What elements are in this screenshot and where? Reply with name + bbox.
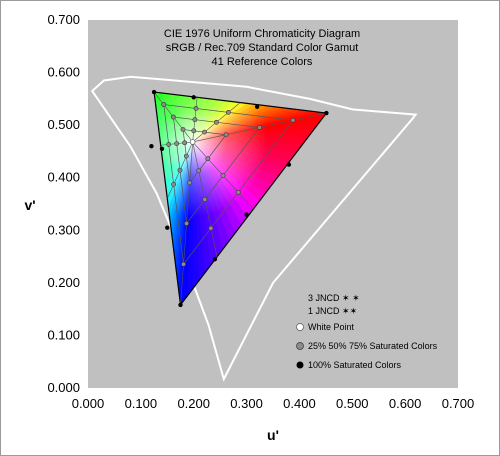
legend-3jncd: 3 JNCD ✶ ✶ [308,293,360,303]
partial-saturation-point [214,119,219,125]
legend-white-dot [296,323,304,331]
partial-saturation-point [235,189,241,195]
x-tick-label: 0.200 [177,396,210,411]
partial-saturation-point [208,225,214,231]
x-axis-ticks: 0.000 0.100 0.200 0.300 0.400 0.500 0.600 0.700 [72,396,475,411]
partial-saturation-point [182,140,188,146]
y-tick-label: 0.600 [47,65,80,80]
partial-saturation-point [192,117,198,123]
x-tick-label: 0.500 [336,396,369,411]
y-axis-label: v' [24,197,35,213]
full-saturation-point [286,162,292,167]
partial-saturation-point [196,168,202,174]
partial-saturation-point [225,109,231,115]
full-saturation-point [324,110,329,116]
title-line-2: sRGB / Rec.709 Standard Color Gamut [166,42,359,54]
gamut-white-glow [154,92,327,305]
legend-white-point: White Point [308,322,355,332]
partial-saturation-point [223,132,229,138]
legend: 3 JNCD ✶ ✶ 1 JNCD ✶✶ White Point 25% 50%… [296,293,438,370]
y-tick-label: 0.100 [47,327,80,342]
full-saturation-point [159,146,165,151]
partial-saturation-point [202,129,207,135]
partial-saturation-point [177,167,183,173]
x-axis-label: u' [267,427,279,443]
partial-saturation-point [181,261,186,267]
partial-saturation-point [191,128,197,134]
y-tick-label: 0.000 [47,380,80,395]
full-saturation-point [212,257,218,262]
full-saturation-point [165,225,170,230]
legend-full-saturation: 100% Saturated Colors [308,360,402,370]
x-tick-label: 0.300 [230,396,263,411]
y-tick-label: 0.200 [47,275,80,290]
x-tick-label: 0.700 [442,396,475,411]
legend-1jncd: 1 JNCD ✶✶ [308,306,357,316]
title-line-3: 41 Reference Colors [212,56,313,68]
title-line-1: CIE 1976 Uniform Chromaticity Diagram [164,28,360,40]
partial-saturation-point [180,127,186,132]
partial-saturation-point [161,102,167,107]
x-tick-label: 0.000 [72,396,105,411]
plot-area [88,20,458,388]
partial-saturation-point [290,117,296,123]
y-tick-label: 0.400 [47,170,80,185]
partial-saturation-point [171,181,177,187]
partial-saturation-point [205,156,211,162]
partial-saturation-point [220,173,226,178]
partial-saturation-point [174,141,180,147]
full-saturation-point [191,95,196,100]
partial-saturation-point [187,180,193,186]
white-point [189,139,196,145]
partial-saturation-point [170,114,176,120]
partial-saturation-point [257,125,262,130]
full-saturation-point [244,212,249,217]
x-tick-label: 0.400 [283,396,316,411]
legend-black-dot [296,361,304,369]
partial-saturation-point [166,142,172,147]
legend-partial-saturation: 25% 50% 75% Saturated Colors [308,341,438,351]
full-saturation-point [151,89,157,95]
x-tick-label: 0.600 [389,396,422,411]
y-tick-label: 0.500 [47,117,80,132]
y-tick-label: 0.300 [47,222,80,237]
partial-saturation-point [202,197,208,202]
chart-title: CIE 1976 Uniform Chromaticity Diagram sR… [164,28,360,68]
legend-gray-dot [296,342,304,350]
partial-saturation-point [183,153,189,159]
reference-points [149,89,329,308]
spectral-locus [90,75,418,382]
y-tick-label: 0.700 [47,12,80,27]
x-tick-label: 0.100 [125,396,158,411]
full-saturation-point [149,143,154,149]
partial-saturation-point [184,221,189,226]
y-axis-ticks: 0.000 0.100 0.200 0.300 0.400 0.500 0.600 0.700 [47,12,80,395]
full-saturation-point [178,302,183,308]
full-saturation-point [254,104,260,109]
partial-saturation-point [193,106,199,111]
